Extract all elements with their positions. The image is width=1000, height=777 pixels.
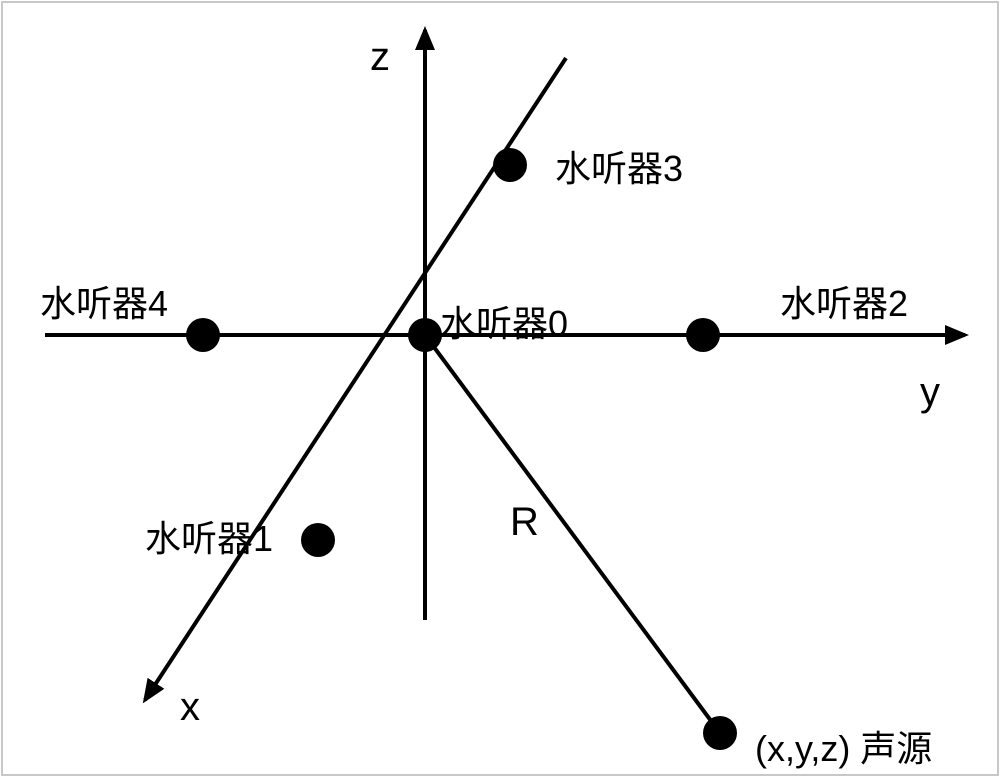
- node-h0: [408, 318, 442, 352]
- z-axis-label: z: [370, 35, 390, 80]
- x-axis-label: x: [180, 685, 200, 730]
- node-label-h4: 水听器4: [40, 275, 168, 327]
- node-h3: [493, 148, 527, 182]
- r-line: [425, 335, 720, 733]
- node-label-h1: 水听器1: [145, 510, 273, 562]
- node-label-h3: 水听器3: [555, 140, 683, 192]
- node-src: [703, 716, 737, 750]
- coordinate-diagram: [0, 0, 1000, 777]
- node-h1: [301, 523, 335, 557]
- y-axis-label: y: [920, 370, 940, 415]
- node-h2: [686, 318, 720, 352]
- node-label-h0: 水听器0: [440, 295, 568, 347]
- node-h4: [186, 318, 220, 352]
- r-label: R: [510, 500, 539, 545]
- node-label-h2: 水听器2: [780, 275, 908, 327]
- node-label-src: (x,y,z) 声源: [755, 720, 932, 772]
- diagram-border: [2, 2, 998, 775]
